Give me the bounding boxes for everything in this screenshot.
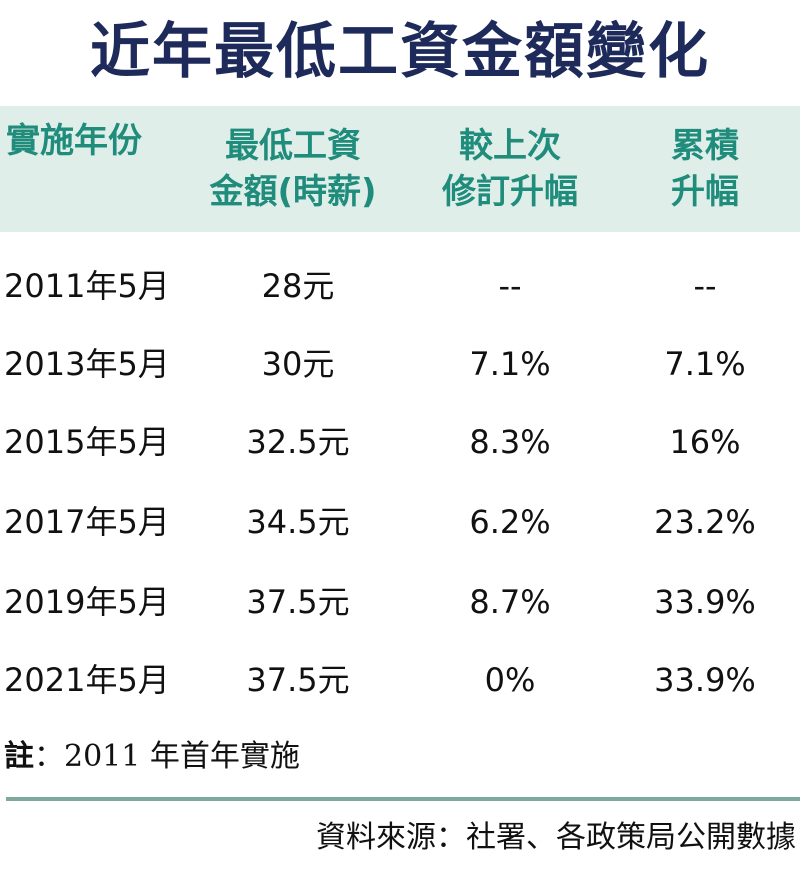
- cell-year: 2015年5月: [4, 423, 170, 461]
- header-amount-line1: 最低工資: [225, 126, 361, 166]
- footnote-label: 註: [4, 739, 34, 774]
- cell-change: 7.1%: [469, 345, 551, 383]
- cell-change: 8.7%: [469, 583, 551, 621]
- footnote-text: ：2011 年首年實施: [34, 739, 300, 774]
- table-row: 2011年5月 28元 -- --: [0, 256, 800, 316]
- cell-amount: 37.5元: [246, 661, 350, 699]
- cell-year: 2013年5月: [4, 345, 170, 383]
- cell-year: 2017年5月: [4, 503, 170, 541]
- cell-change: --: [498, 267, 522, 305]
- table-row: 2013年5月 30元 7.1% 7.1%: [0, 334, 800, 394]
- cell-amount: 34.5元: [246, 503, 350, 541]
- header-amount-line2: 金額(時薪): [209, 172, 377, 212]
- header-year-line1: 實施年份: [6, 121, 142, 161]
- header-change: 較上次 修訂升幅: [410, 106, 610, 232]
- table-row: 2015年5月 32.5元 8.3% 16%: [0, 412, 800, 472]
- header-year: 實施年份: [0, 106, 182, 232]
- cell-cumulative: 16%: [669, 423, 741, 461]
- cell-year: 2019年5月: [4, 583, 170, 621]
- cell-change: 6.2%: [469, 503, 551, 541]
- source-credit: 資料來源：社署、各政策局公開數據: [316, 820, 796, 855]
- cell-cumulative: 33.9%: [654, 661, 756, 699]
- cell-amount: 32.5元: [246, 423, 350, 461]
- table-row: 2017年5月 34.5元 6.2% 23.2%: [0, 492, 800, 552]
- header-amount: 最低工資 金額(時薪): [176, 106, 410, 232]
- cell-cumulative: 23.2%: [654, 503, 756, 541]
- header-cumulative: 累積 升幅: [610, 106, 800, 232]
- table-header-band: [0, 106, 800, 232]
- cell-amount: 30元: [261, 345, 335, 383]
- table-row: 2019年5月 37.5元 8.7% 33.9%: [0, 572, 800, 632]
- cell-cumulative: --: [693, 267, 717, 305]
- divider: [6, 797, 800, 801]
- cell-change: 0%: [484, 661, 536, 699]
- cell-year: 2011年5月: [4, 267, 170, 305]
- cell-cumulative: 33.9%: [654, 583, 756, 621]
- footnote: 註：2011 年首年實施: [4, 732, 300, 782]
- header-cumulative-line1: 累積: [671, 126, 739, 166]
- cell-amount: 28元: [261, 267, 335, 305]
- cell-amount: 37.5元: [246, 583, 350, 621]
- page-title: 近年最低工資金額變化: [90, 17, 710, 87]
- table-row: 2021年5月 37.5元 0% 33.9%: [0, 650, 800, 710]
- cell-cumulative: 7.1%: [664, 345, 746, 383]
- header-change-line2: 修訂升幅: [442, 172, 578, 212]
- header-cumulative-line2: 升幅: [671, 172, 739, 212]
- header-change-line1: 較上次: [459, 126, 561, 166]
- cell-year: 2021年5月: [4, 661, 170, 699]
- cell-change: 8.3%: [469, 423, 551, 461]
